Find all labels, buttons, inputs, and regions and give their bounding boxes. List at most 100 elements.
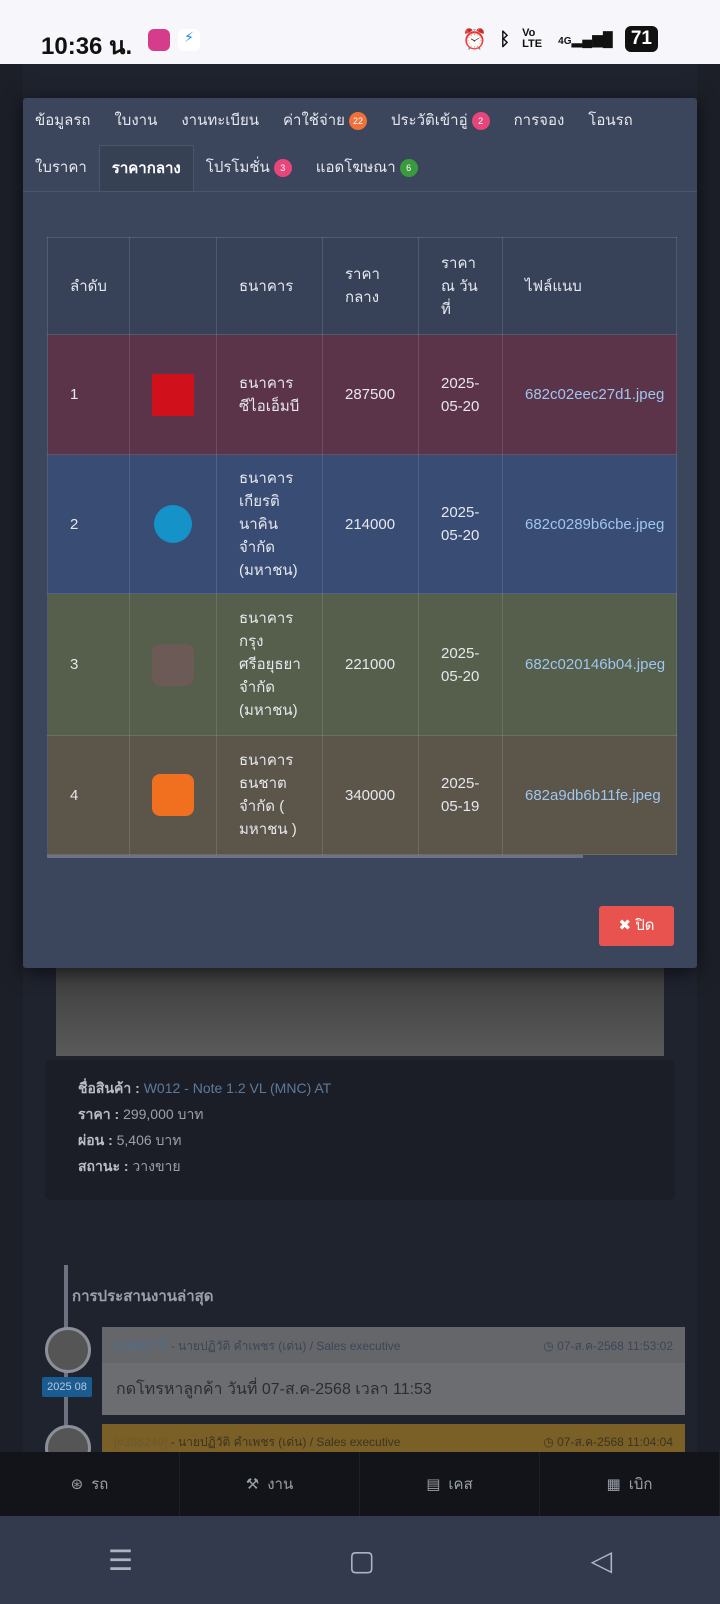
timeline-entry: [#386277] - นายปฏิวัติ คำเพชร (เด่น) / S… <box>102 1327 685 1415</box>
home-icon[interactable]: ▢ <box>348 1544 376 1576</box>
signal-icon: 4G▂▄▆█ <box>558 30 613 47</box>
tab-3[interactable]: โปรโมชั่น 3 <box>194 145 304 191</box>
tab-5[interactable]: ประวัติเข้าอู่ 2 <box>379 98 502 144</box>
tab-label: การจอง <box>513 112 565 129</box>
avatar <box>45 1327 91 1373</box>
attachment-cell: 682c0289b6cbe.jpeg <box>502 454 677 594</box>
status-bar: 10:36 น. ⚡ ⏰ ᛒ Vo LTE 4G▂▄▆█ 71 <box>0 0 720 64</box>
count-badge: 22 <box>348 112 367 131</box>
thanachart-logo <box>152 774 194 816</box>
kasikorn-logo <box>154 505 192 543</box>
timeline-entry: [#386249] - นายปฏิวัติ คำเพชร (เด่น) / S… <box>102 1424 685 1454</box>
nav-cases[interactable]: ▤ เคส <box>360 1452 540 1516</box>
tab-4[interactable]: ค่าใช้จ่าย 22 <box>271 98 379 144</box>
system-nav: ☰ ▢ ◁ <box>0 1516 720 1604</box>
attachment-link[interactable]: 682c02eec27d1.jpeg <box>525 386 665 403</box>
median-price: 221000 <box>322 593 419 736</box>
timeline-title: การประสานงานล่าสุด <box>72 1288 214 1305</box>
bank-logo-cell <box>129 454 217 594</box>
tab-2[interactable]: ใบงาน <box>102 98 169 144</box>
column-header: ราคา กลาง <box>322 237 419 335</box>
bank-logo-cell <box>129 334 217 455</box>
tab-label: ใบราคา <box>35 159 87 176</box>
attachment-cell: 682c02eec27d1.jpeg <box>502 334 677 455</box>
row-number: 2 <box>47 454 130 594</box>
tools-icon: ⚒ <box>245 1476 260 1493</box>
tab-label: โอนรถ <box>588 112 633 129</box>
table-row: 1 ธนาคาร ซีไอเอ็มบี 287500 2025-05-20 68… <box>47 334 677 455</box>
tab-label: แอดโฆษณา <box>315 159 396 176</box>
tab-2[interactable]: ราคากลาง <box>98 145 194 191</box>
column-header: ราคา ณ วัน ที่ <box>418 237 503 335</box>
tab-1[interactable]: ใบราคา <box>23 145 99 191</box>
steering-wheel-icon: ⊛ <box>70 1476 84 1493</box>
back-icon[interactable]: ◁ <box>590 1544 613 1576</box>
row-number: 1 <box>47 334 130 455</box>
median-price: 340000 <box>322 735 419 855</box>
tab-label: ราคากลาง <box>111 160 181 177</box>
bottom-nav: ⊛ รถ ⚒ งาน ▤ เคส ▦ เบิก <box>0 1452 720 1516</box>
car-image <box>56 960 664 1056</box>
nav-withdraw[interactable]: ▦ เบิก <box>540 1452 720 1516</box>
tab-1[interactable]: ข้อมูลรถ <box>23 98 102 144</box>
table-row: 4 ธนาคาร ธนชาต จำกัด ( มหาชน ) 340000 20… <box>47 735 677 855</box>
nav-jobs[interactable]: ⚒ งาน <box>180 1452 360 1516</box>
column-header: ลำดับ <box>47 237 130 335</box>
price-date: 2025-05-20 <box>418 334 503 455</box>
median-price: 287500 <box>322 334 419 455</box>
bank-name: ธนาคาร เกียรติ นาคิน จำกัด (มหาชน) <box>216 454 323 594</box>
product-info: ชื่อสินค้า : W012 - Note 1.2 VL (MNC) AT… <box>45 1060 675 1200</box>
battery-icon: 71 <box>624 26 658 52</box>
bank-name: ธนาคาร ธนชาต จำกัด ( มหาชน ) <box>216 735 323 855</box>
krungsri-logo <box>152 643 194 686</box>
shield-app-icon: ⚡ <box>178 29 200 51</box>
alarm-icon: ⏰ <box>462 28 488 51</box>
row-number: 4 <box>47 735 130 855</box>
attachment-cell: 682a9db6b11fe.jpeg <box>502 735 677 855</box>
product-name-link[interactable]: W012 - Note 1.2 VL (MNC) AT <box>143 1080 332 1096</box>
tab-row-2: ใบราคา ราคากลาง โปรโมชั่น 3 แอดโฆษณา 6 <box>23 145 430 191</box>
count-badge: 3 <box>273 159 292 178</box>
id-card-icon: ▤ <box>426 1476 441 1493</box>
count-badge: 6 <box>399 159 418 178</box>
tab-label: ข้อมูลรถ <box>35 112 91 129</box>
row-number: 3 <box>47 593 130 736</box>
table-horizontal-scrollbar[interactable] <box>47 855 583 858</box>
cimb-thai-logo <box>152 373 194 416</box>
count-badge: 2 <box>471 112 490 131</box>
table-row: 3 ธนาคาร กรุง ศรีอยุธยา จำกัด (มหาชน) 22… <box>47 593 677 736</box>
bluetooth-icon: ᛒ <box>499 28 511 49</box>
status-icons: ⏰ ᛒ Vo LTE 4G▂▄▆█ 71 <box>462 26 658 52</box>
attachment-link[interactable]: 682c020146b04.jpeg <box>525 656 666 673</box>
menu-icon[interactable]: ☰ <box>107 1544 133 1576</box>
attachment-cell: 682c020146b04.jpeg <box>502 593 677 736</box>
bank-name: ธนาคาร ซีไอเอ็มบี <box>216 334 323 455</box>
tab-7[interactable]: โอนรถ <box>576 98 644 144</box>
close-button[interactable]: ✖ ปิด <box>599 906 674 946</box>
year-badge: 2025 08 <box>42 1377 92 1397</box>
tab-label: โปรโมชั่น <box>205 159 270 176</box>
column-header <box>129 237 217 335</box>
tab-4[interactable]: แอดโฆษณา 6 <box>304 145 430 191</box>
close-icon: ✖ <box>618 917 632 934</box>
attachment-link[interactable]: 682a9db6b11fe.jpeg <box>525 786 661 804</box>
tab-label: ประวัติเข้าอู่ <box>390 112 468 129</box>
nav-car[interactable]: ⊛ รถ <box>0 1452 180 1516</box>
bank-logo-cell <box>129 735 217 855</box>
price-date: 2025-05-20 <box>418 454 503 594</box>
tab-divider <box>23 191 697 192</box>
tab-3[interactable]: งานทะเบียน <box>169 98 271 144</box>
bank-name: ธนาคาร กรุง ศรีอยุธยา จำกัด (มหาชน) <box>216 593 323 736</box>
median-price: 214000 <box>322 454 419 594</box>
price-date: 2025-05-19 <box>418 735 503 855</box>
table-row: 2 ธนาคาร เกียรติ นาคิน จำกัด (มหาชน) 214… <box>47 454 677 594</box>
lazada-app-icon <box>148 29 170 51</box>
attachment-link[interactable]: 682c0289b6cbe.jpeg <box>525 515 665 533</box>
tab-row-1: ข้อมูลรถ ใบงาน งานทะเบียน ค่าใช้จ่าย 22 ประวั… <box>23 98 645 144</box>
tab-6[interactable]: การจอง <box>502 98 577 144</box>
price-date: 2025-05-20 <box>418 593 503 736</box>
tab-label: ใบงาน <box>114 112 158 129</box>
cash-register-icon: ▦ <box>606 1476 621 1493</box>
clock: 10:36 น. <box>41 33 133 60</box>
volte-icon: Vo LTE <box>522 27 543 50</box>
